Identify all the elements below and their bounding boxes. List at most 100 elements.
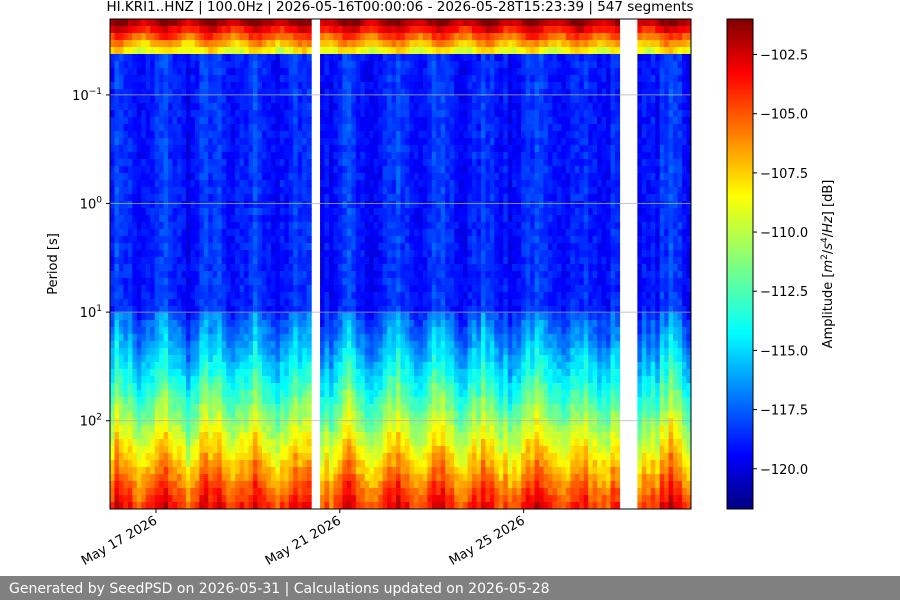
heatmap-cell <box>382 222 388 230</box>
heatmap-cell <box>239 201 245 209</box>
heatmap-cell <box>136 292 142 300</box>
heatmap-cell <box>114 502 120 509</box>
heatmap-cell <box>400 460 406 468</box>
heatmap-cell <box>253 173 259 181</box>
heatmap-cell <box>391 481 397 489</box>
heatmap-cell <box>400 285 406 293</box>
heatmap-cell <box>346 467 352 475</box>
heatmap-cell <box>351 474 357 482</box>
heatmap-cell <box>373 467 379 475</box>
heatmap-cell <box>208 383 214 391</box>
heatmap-cell <box>127 285 133 293</box>
heatmap-cell <box>168 320 174 328</box>
heatmap-cell <box>110 460 116 468</box>
heatmap-cell <box>261 292 268 300</box>
heatmap-cell <box>306 159 312 167</box>
heatmap-cell <box>248 19 254 27</box>
heatmap-cell <box>396 453 402 461</box>
heatmap-cell <box>351 222 357 230</box>
heatmap-cell <box>355 348 361 356</box>
heatmap-cell <box>123 299 129 307</box>
heatmap-cell <box>355 215 361 223</box>
heatmap-cell <box>355 173 361 181</box>
heatmap-cell <box>168 89 174 97</box>
heatmap-cell <box>235 460 241 468</box>
heatmap-cell <box>346 215 352 223</box>
heatmap-cell <box>355 474 361 482</box>
heatmap-cell <box>159 285 165 293</box>
heatmap-cell <box>297 180 303 188</box>
heatmap-cell <box>163 124 169 132</box>
heatmap-cell <box>248 159 254 167</box>
heatmap-cell <box>378 432 384 440</box>
heatmap-cell <box>230 166 236 174</box>
heatmap-cell <box>194 47 200 55</box>
heatmap-cell <box>431 285 437 293</box>
heatmap-cell <box>172 425 178 433</box>
heatmap-cell <box>297 124 303 132</box>
heatmap-cell <box>364 292 370 300</box>
heatmap-cell <box>181 432 187 440</box>
heatmap-cell <box>387 222 393 230</box>
heatmap-cell <box>342 19 348 27</box>
heatmap-cell <box>118 124 125 132</box>
heatmap-cell <box>235 54 241 62</box>
heatmap-cell <box>244 250 250 258</box>
heatmap-cell <box>436 131 442 139</box>
heatmap-cell <box>409 383 415 391</box>
heatmap-cell <box>118 453 125 461</box>
heatmap-cell <box>364 47 370 55</box>
heatmap-cell <box>159 495 165 503</box>
heatmap-cell <box>351 481 357 489</box>
heatmap-cell <box>239 264 245 272</box>
heatmap-cell <box>163 243 169 251</box>
heatmap-cell <box>141 75 147 83</box>
heatmap-cell <box>418 348 424 356</box>
heatmap-cell <box>212 264 218 272</box>
heatmap-cell <box>212 495 218 503</box>
heatmap-cell <box>217 243 223 251</box>
heatmap-cell <box>226 362 232 370</box>
heatmap-cell <box>351 285 357 293</box>
heatmap-cell <box>110 348 116 356</box>
heatmap-cell <box>346 264 352 272</box>
heatmap-cell <box>110 432 116 440</box>
heatmap-cell <box>382 320 388 328</box>
heatmap-cell <box>266 33 272 41</box>
heatmap-cell <box>248 131 254 139</box>
heatmap-cell <box>369 159 375 167</box>
heatmap-cell <box>199 278 205 286</box>
heatmap-cell <box>199 250 205 258</box>
heatmap-cell <box>355 89 361 97</box>
heatmap-cell <box>185 166 192 174</box>
heatmap-cell <box>136 96 142 104</box>
heatmap-cell <box>279 117 285 125</box>
heatmap-cell <box>239 341 245 349</box>
heatmap-cell <box>150 362 156 370</box>
heatmap-cell <box>378 355 384 363</box>
heatmap-cell <box>360 502 366 509</box>
heatmap-cell <box>297 285 303 293</box>
heatmap-cell <box>208 68 214 76</box>
heatmap-cell <box>297 75 303 83</box>
heatmap-cell <box>239 208 245 216</box>
heatmap-cell <box>150 376 156 384</box>
heatmap-cell <box>270 397 276 405</box>
heatmap-cell <box>382 432 388 440</box>
heatmap-cell <box>230 173 236 181</box>
heatmap-cell <box>293 271 299 279</box>
heatmap-cell <box>400 271 406 279</box>
heatmap-cell <box>293 187 299 195</box>
heatmap-cell <box>409 75 415 83</box>
heatmap-cell <box>118 208 125 216</box>
heatmap-cell <box>257 131 263 139</box>
heatmap-cell <box>132 47 138 55</box>
heatmap-cell <box>400 19 406 27</box>
heatmap-cell <box>333 124 339 132</box>
heatmap-cell <box>387 110 393 118</box>
heatmap-cell <box>145 33 151 41</box>
heatmap-cell <box>279 40 285 48</box>
heatmap-cell <box>342 180 348 188</box>
heatmap-cell <box>422 264 428 272</box>
heatmap-cell <box>235 495 241 503</box>
